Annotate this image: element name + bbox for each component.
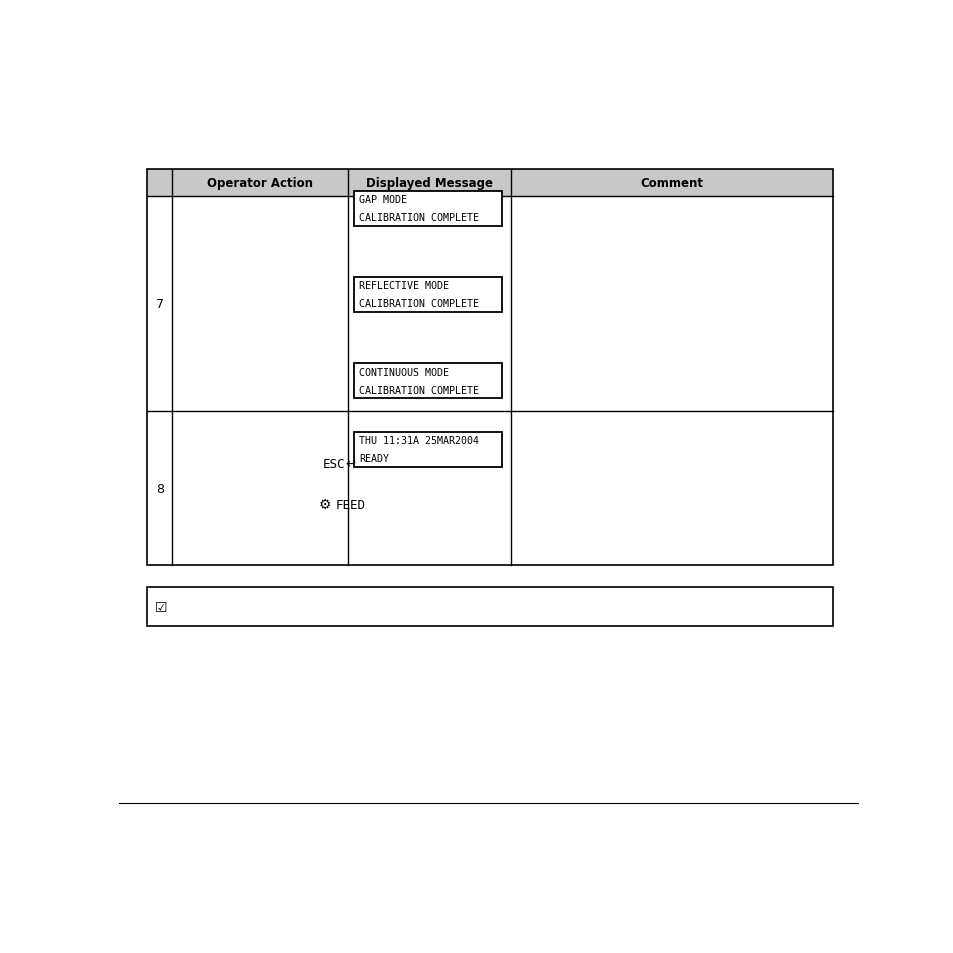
Text: GAP MODE: GAP MODE — [358, 195, 406, 205]
Bar — [354, 364, 501, 399]
Text: CALIBRATION COMPLETE: CALIBRATION COMPLETE — [358, 385, 478, 395]
Text: 8: 8 — [155, 482, 164, 496]
Text: CONTINUOUS MODE: CONTINUOUS MODE — [358, 368, 448, 377]
Text: REFLECTIVE MODE: REFLECTIVE MODE — [358, 281, 448, 291]
Text: CALIBRATION COMPLETE: CALIBRATION COMPLETE — [358, 298, 478, 309]
Text: CALIBRATION COMPLETE: CALIBRATION COMPLETE — [358, 213, 478, 223]
Text: ⚙: ⚙ — [318, 497, 331, 512]
Bar — [354, 192, 501, 227]
Bar — [147, 170, 832, 566]
Text: Displayed Message: Displayed Message — [366, 177, 493, 190]
Text: 7: 7 — [155, 298, 164, 311]
Text: Operator Action: Operator Action — [207, 177, 314, 190]
Bar — [354, 432, 501, 467]
Text: ↵: ↵ — [345, 457, 356, 472]
Text: THU 11:31A 25MAR2004: THU 11:31A 25MAR2004 — [358, 436, 478, 446]
Bar — [147, 588, 832, 626]
Text: ESC: ESC — [322, 457, 344, 471]
Text: READY: READY — [358, 454, 389, 463]
Text: ☑: ☑ — [154, 600, 167, 614]
Text: FEED: FEED — [335, 498, 366, 511]
Bar — [354, 277, 501, 313]
Text: Comment: Comment — [639, 177, 702, 190]
Bar — [147, 170, 832, 197]
